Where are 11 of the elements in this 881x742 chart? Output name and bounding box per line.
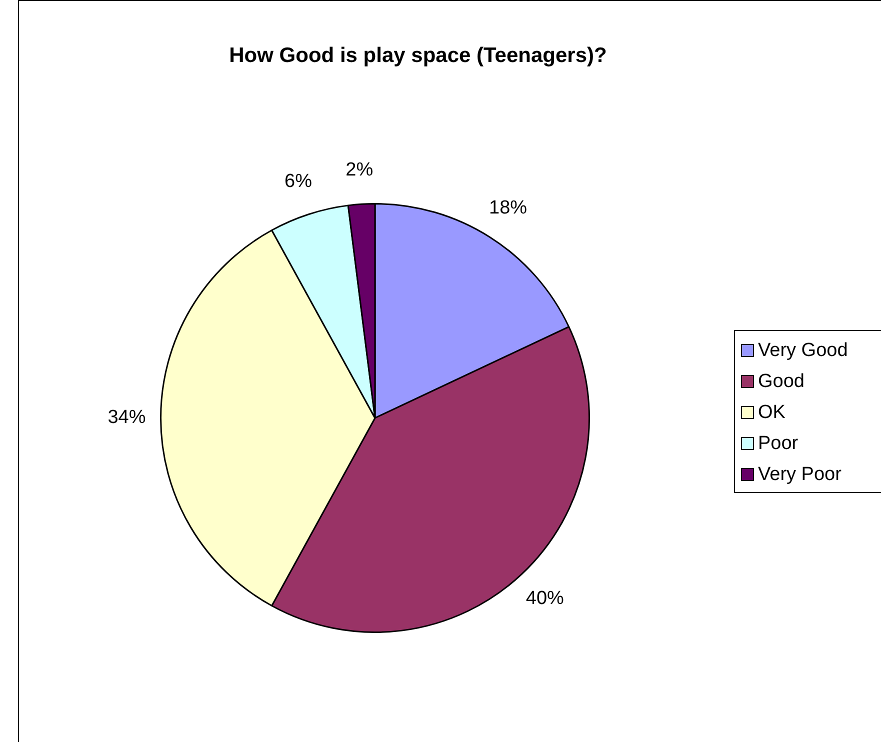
data-label: 34%: [108, 407, 146, 428]
data-label: 18%: [489, 198, 528, 219]
data-label: 6%: [284, 171, 312, 192]
data-label: 40%: [526, 588, 564, 610]
legend-label: Very Poor: [758, 464, 842, 486]
data-label: 2%: [346, 159, 374, 180]
legend-label: Very Good: [758, 340, 848, 362]
legend-label: Poor: [758, 432, 798, 454]
legend-label: OK: [758, 402, 786, 424]
legend-label: Good: [758, 370, 804, 392]
chart-title: How Good is play space (Teenagers)?: [228, 44, 608, 68]
